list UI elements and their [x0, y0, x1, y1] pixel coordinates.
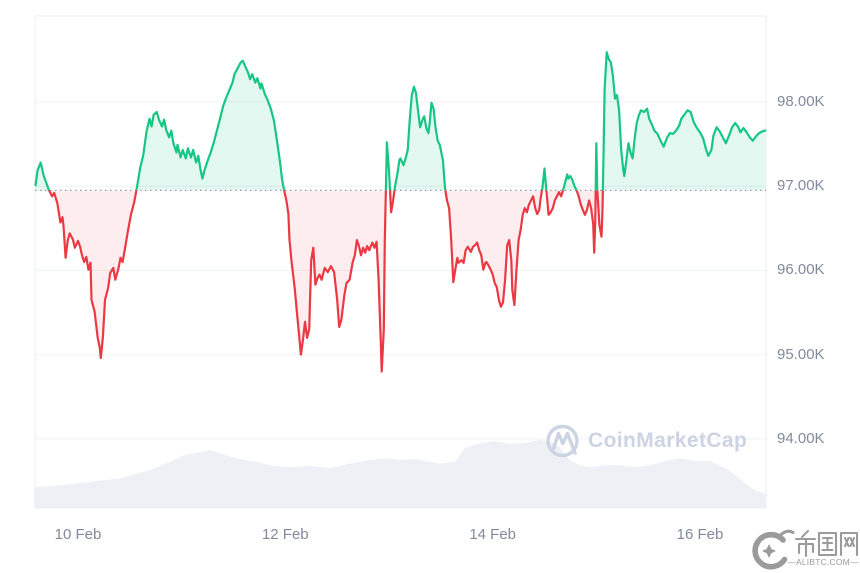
coinmarketcap-watermark	[546, 424, 579, 458]
volume-area	[35, 439, 766, 508]
bqw-brand-glyphs	[794, 529, 859, 558]
x-axis-label: 14 Feb	[469, 526, 517, 543]
star-icon	[762, 544, 776, 558]
y-axis-label: 94.00K	[777, 429, 825, 447]
x-axis-label: 10 Feb	[54, 526, 102, 543]
y-axis-label: 98.00K	[777, 92, 825, 110]
price-area-above-baseline	[35, 52, 766, 191]
bqw-swirl-icon	[752, 529, 795, 570]
footer-site-text: —ALIBTC.COM—	[787, 557, 859, 567]
coinmarketcap-logo-icon	[546, 424, 579, 458]
coinmarketcap-watermark-text: CoinMarketCap	[588, 429, 748, 452]
x-axis-label: 12 Feb	[261, 526, 309, 543]
y-axis-label: 97.00K	[777, 177, 825, 195]
y-axis-label: 95.00K	[777, 345, 825, 363]
price-line-down	[47, 190, 604, 373]
price-line-up	[34, 51, 767, 191]
x-axis-label: 16 Feb	[676, 526, 724, 543]
price-area-below-baseline	[35, 190, 766, 372]
y-axis-label: 96.00K	[777, 261, 825, 279]
bqw-logo	[752, 529, 859, 570]
